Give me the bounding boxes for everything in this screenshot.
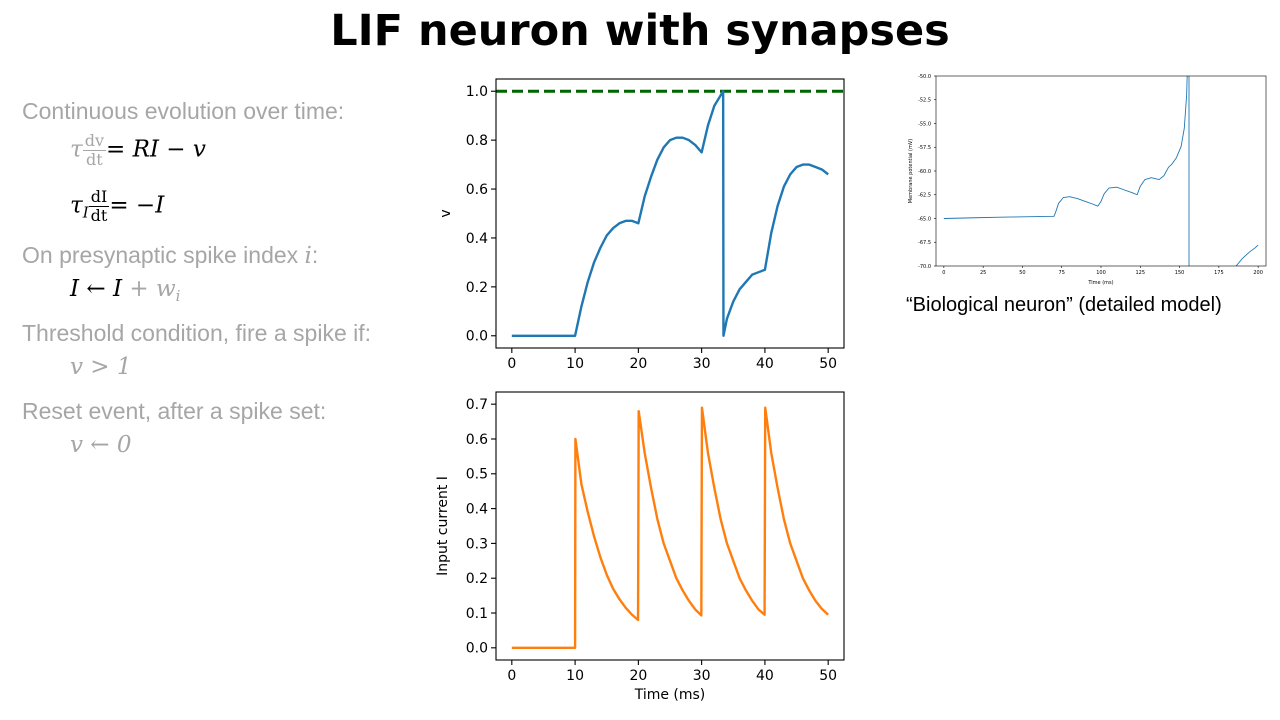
voltage-x-tick-label: 20 — [629, 356, 647, 372]
bio-x-tick-label: 175 — [1214, 270, 1224, 276]
biological-neuron-chart: 0 25 50 75 100 125 150 175 200 -70.0 -67.5 -65.0 -62… — [908, 74, 1267, 286]
bio-y-tick-label: -50.0 — [918, 74, 931, 80]
voltage-y-tick-label: 0.6 — [466, 182, 488, 198]
current-x-tick-label: 50 — [819, 668, 837, 684]
current-y-tick-label: 0.4 — [466, 501, 488, 517]
di-numerator: dI — [88, 188, 110, 207]
bio-y-tick-label: -57.5 — [918, 145, 931, 151]
bio-series-line-2 — [1235, 244, 1259, 266]
membrane-equation-rhs: = RI − v — [106, 136, 206, 163]
current-y-tick-label: 0.1 — [466, 606, 488, 622]
voltage-plot-frame — [495, 78, 845, 349]
current-x-tick-label: 20 — [629, 668, 647, 684]
bio-series-line-0 — [943, 76, 1188, 219]
current-y-tick-label: 0.2 — [466, 571, 488, 587]
reset-event-label: Reset event, after a spike set: — [22, 398, 327, 424]
slide-title: LIF neuron with synapses — [330, 6, 950, 56]
dv-dt-fraction: dv dt — [82, 131, 107, 169]
current-series-line-0 — [511, 406, 829, 650]
voltage-chart: 0 10 20 30 40 50 0.0 0.2 0.4 0.6 0.8 1.0 v — [438, 78, 845, 372]
presynaptic-label-colon: : — [311, 242, 319, 268]
bio-x-tick-label: 125 — [1136, 270, 1146, 276]
bio-y-tick-label: -70.0 — [918, 264, 931, 270]
threshold-equation: v > 1 — [70, 354, 132, 380]
voltage-y-axis-label: v — [438, 209, 454, 217]
current-x-tick-label: 0 — [507, 668, 516, 684]
tau-i-symbol: τ — [70, 192, 83, 219]
voltage-x-tick-label: 0 — [507, 356, 516, 372]
current-y-axis-label: Input current I — [435, 476, 451, 576]
current-equation: τI dI dt = −I — [70, 188, 164, 225]
synaptic-update-equation: I ← I + wi — [70, 276, 180, 305]
current-x-tick-label: 10 — [566, 668, 584, 684]
bio-y-tick-label: -60.0 — [918, 169, 931, 175]
biological-neuron-caption: “Biological neuron” (detailed model) — [906, 294, 1222, 316]
bio-y-tick-label: -52.5 — [918, 98, 931, 104]
current-y-tick-label: 0.6 — [466, 432, 488, 448]
bio-plot-frame — [935, 75, 1267, 267]
voltage-x-tick-label: 40 — [756, 356, 774, 372]
bio-x-axis-label: Time (ms) — [1087, 280, 1113, 286]
weight-subscript: i — [175, 287, 181, 305]
continuous-evolution-label: Continuous evolution over time: — [22, 98, 345, 124]
bio-x-tick-label: 200 — [1253, 270, 1263, 276]
current-x-tick-label: 30 — [693, 668, 711, 684]
current-x-axis-label: Time (ms) — [634, 687, 706, 703]
voltage-y-tick-label: 0.0 — [466, 329, 488, 345]
bio-x-tick-label: 100 — [1096, 270, 1106, 276]
membrane-equation: τ dv dt = RI − v — [70, 132, 206, 169]
voltage-y-tick-label: 0.4 — [466, 231, 488, 247]
presynaptic-label-text: On presynaptic spike index — [22, 242, 305, 268]
voltage-x-tick-label: 10 — [566, 356, 584, 372]
voltage-x-tick-label: 50 — [819, 356, 837, 372]
update-weight: + w — [122, 276, 176, 302]
di-dt-fraction: dI dt — [88, 188, 110, 225]
current-y-tick-label: 0.0 — [466, 641, 488, 657]
update-lhs: I ← I — [70, 276, 123, 302]
bio-x-tick-label: 50 — [1019, 270, 1025, 276]
dt-denominator: dt — [86, 150, 103, 169]
bio-x-tick-label: 150 — [1175, 270, 1185, 276]
current-plot-frame — [495, 391, 845, 661]
threshold-condition-label: Threshold condition, fire a spike if: — [22, 320, 372, 346]
bio-y-tick-label: -65.0 — [918, 216, 931, 222]
bio-y-tick-label: -55.0 — [918, 121, 931, 127]
voltage-y-tick-label: 0.8 — [466, 133, 488, 149]
tau-symbol: τ — [70, 136, 83, 163]
voltage-y-tick-label: 1.0 — [466, 84, 488, 100]
bio-x-tick-label: 75 — [1059, 270, 1065, 276]
dv-numerator: dv — [82, 131, 107, 151]
reset-equation: v ← 0 — [70, 432, 132, 458]
presynaptic-index: i — [304, 243, 312, 269]
current-x-tick-label: 40 — [756, 668, 774, 684]
bio-y-tick-label: -62.5 — [918, 193, 931, 199]
bio-x-tick-label: 0 — [942, 270, 945, 276]
bio-y-tick-label: -67.5 — [918, 240, 931, 246]
current-y-tick-label: 0.5 — [466, 467, 488, 483]
input-current-chart: 0 10 20 30 40 50 0.0 0.1 0.2 0.3 0.4 0.5 0.6 0.7 Time … — [435, 391, 845, 703]
voltage-y-tick-label: 0.2 — [466, 280, 488, 296]
dt-denominator-2: dt — [90, 206, 108, 225]
tau-i-subscript: I — [82, 203, 89, 222]
voltage-x-tick-label: 30 — [693, 356, 711, 372]
current-y-tick-label: 0.3 — [466, 536, 488, 552]
current-y-tick-label: 0.7 — [466, 397, 488, 413]
bio-x-tick-label: 25 — [980, 270, 986, 276]
bio-y-axis-label: Membrane potential (mV) — [908, 139, 914, 203]
current-equation-rhs: = −I — [109, 192, 165, 219]
voltage-series-line-0 — [511, 90, 829, 337]
presynaptic-spike-label: On presynaptic spike index i: — [22, 242, 318, 269]
